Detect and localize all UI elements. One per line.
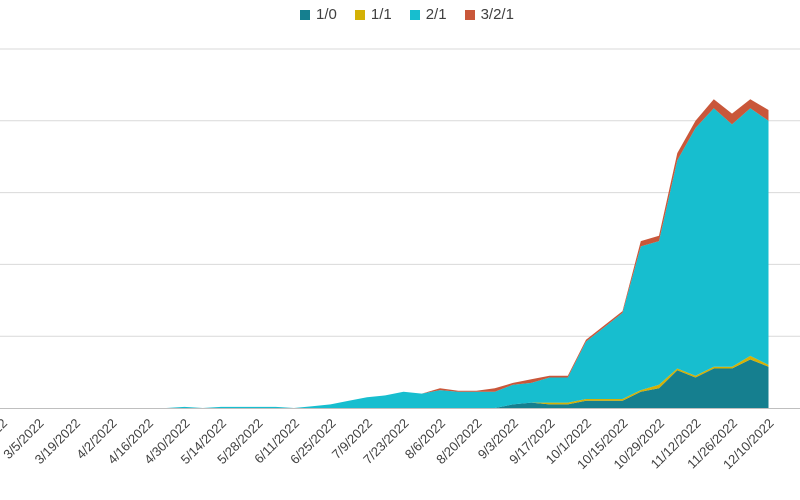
area-series-3-2-1 <box>2 99 769 409</box>
legend-swatch <box>300 9 310 20</box>
legend-item: 3/2/1 <box>464 6 514 23</box>
legend-label: 1/1 <box>370 6 392 23</box>
legend: 1/0 1/1 2/1 3/2/1 <box>300 6 514 23</box>
legend-swatch <box>409 9 420 20</box>
area-series <box>2 99 769 409</box>
area-series-1-0 <box>2 359 769 408</box>
legend-swatch <box>354 9 365 20</box>
legend-swatch <box>464 9 475 20</box>
legend-item: 2/1 <box>409 6 447 23</box>
legend-item: 1/1 <box>354 6 392 23</box>
area-series-2-1 <box>2 108 769 408</box>
legend-label: 3/2/1 <box>480 6 514 23</box>
legend-label: 2/1 <box>425 6 447 23</box>
legend-item: 1/0 <box>300 6 337 23</box>
x-tick-labels: 2/19/20223/5/20223/19/20224/2/20224/16/2… <box>0 416 777 473</box>
legend-label: 1/0 <box>316 6 337 23</box>
